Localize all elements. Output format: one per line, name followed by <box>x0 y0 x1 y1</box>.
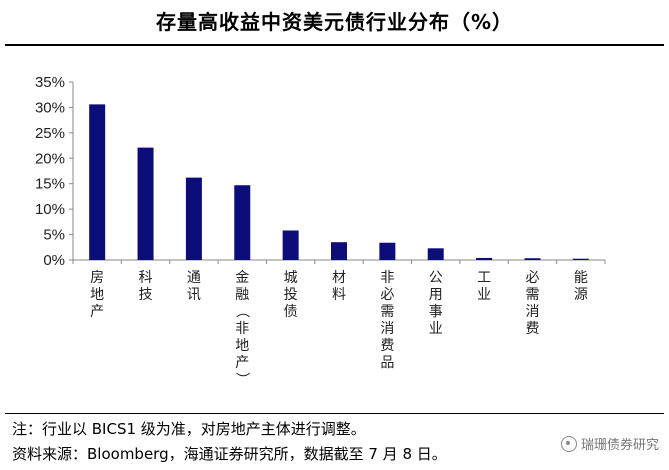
category-label-char: 地 <box>90 287 104 303</box>
category-label-char: 需 <box>380 304 394 320</box>
category-label-char: 用 <box>429 287 443 303</box>
bar-0 <box>89 104 106 261</box>
bottom-divider <box>5 413 664 414</box>
y-tick-label: 5% <box>43 227 65 244</box>
category-label: 科技 <box>139 270 153 303</box>
category-label-char: 通 <box>187 270 201 286</box>
bar-2 <box>185 177 202 260</box>
category-label-char: ） <box>233 372 249 386</box>
category-label-char: 消 <box>525 304 539 320</box>
category-label: 房地产 <box>90 270 104 320</box>
category-label-char: 材 <box>332 270 346 286</box>
category-label-char: 能 <box>574 270 588 286</box>
category-label-char: 工 <box>477 270 491 286</box>
bar-6 <box>379 242 396 260</box>
category-label-char: 投 <box>284 287 298 303</box>
bar-7 <box>427 248 444 260</box>
category-label-char: 事 <box>429 304 443 320</box>
category-label-char: 技 <box>139 287 153 303</box>
category-label: 材料 <box>332 270 346 303</box>
category-label: 工业 <box>477 270 491 303</box>
category-label-char: 必 <box>380 287 394 303</box>
y-tick-label: 10% <box>35 201 65 218</box>
wechat-icon <box>560 435 577 452</box>
category-label-char: 费 <box>380 338 394 354</box>
y-tick-label: 20% <box>35 150 65 167</box>
category-label-char: 非 <box>380 270 394 286</box>
bar-5 <box>331 242 347 260</box>
bar-3 <box>234 185 251 260</box>
category-label-char: 城 <box>284 270 298 286</box>
category-label: 城投债 <box>284 270 298 320</box>
category-label-char: 需 <box>525 287 539 303</box>
bar-chart: 0%5%10%15%20%25%30%35% 房地产科技通讯金融（非地产）城投债… <box>35 74 606 386</box>
category-label-char: 金 <box>235 270 249 286</box>
bar-8 <box>476 257 493 260</box>
y-tick-label: 25% <box>35 125 65 142</box>
source-note: 资料来源：Bloomberg，海通证券研究所，数据截至 7 月 8 日。 <box>12 445 447 463</box>
category-label-char: 公 <box>429 270 443 286</box>
y-tick-label: 35% <box>35 74 65 91</box>
watermark-text: 瑞珊债券研究 <box>580 438 659 453</box>
category-label-char: （ <box>233 304 249 318</box>
category-label-char: 地 <box>235 338 249 354</box>
y-tick-label: 15% <box>35 176 65 193</box>
category-label: 能源 <box>574 270 588 303</box>
category-label: 通讯 <box>187 270 201 303</box>
category-label: 金融（ 非地产） <box>233 270 249 386</box>
category-label-char: 消 <box>380 321 394 337</box>
category-label-char: 品 <box>380 355 394 371</box>
top-divider <box>5 44 664 46</box>
category-label-char: 债 <box>284 304 298 320</box>
category-label-char: 费 <box>525 321 539 337</box>
category-label-char: 源 <box>574 287 588 303</box>
bar-4 <box>282 230 299 260</box>
category-label-char: 融 <box>235 287 249 303</box>
category-label-char: 产 <box>235 355 249 371</box>
bar-9 <box>524 258 541 260</box>
watermark: 瑞珊债券研究 <box>560 434 659 453</box>
bar-1 <box>137 147 154 260</box>
footnote: 注：行业以 BICS1 级为准，对房地产主体进行调整。 <box>12 420 366 438</box>
y-tick-label: 0% <box>43 252 65 269</box>
y-tick-label: 30% <box>35 99 65 116</box>
chart-title: 存量高收益中资美元债行业分布（%） <box>155 10 514 34</box>
bar-10 <box>572 258 589 260</box>
category-label-char: 必 <box>525 270 539 286</box>
category-label-char: 科 <box>139 270 153 286</box>
category-label-char: 料 <box>332 287 346 303</box>
category-label-char: 业 <box>429 321 443 337</box>
category-label-char: 产 <box>90 304 104 320</box>
category-label-char: 讯 <box>187 287 201 303</box>
category-label-char: 业 <box>477 287 491 303</box>
category-label-char: 非 <box>235 321 249 337</box>
category-label-char: 房 <box>90 270 104 286</box>
